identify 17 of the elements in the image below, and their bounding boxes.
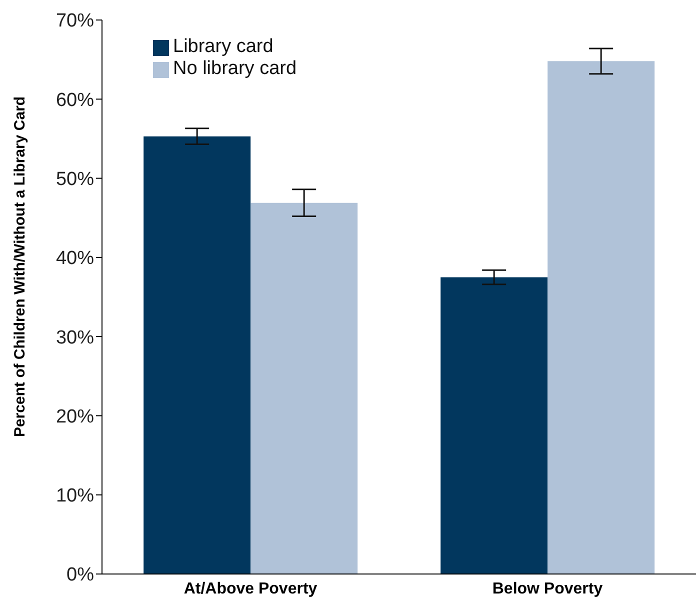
bar <box>440 277 548 574</box>
x-tick-label: Below Poverty <box>492 580 603 598</box>
bar <box>548 61 655 574</box>
y-tick-label: 60% <box>56 90 94 111</box>
bar <box>144 136 251 574</box>
x-tick-label: At/Above Poverty <box>184 580 318 598</box>
y-tick-label: 70% <box>56 10 94 32</box>
y-axis-title: Percent of Children With/Without a Library Card <box>11 96 28 437</box>
bar <box>250 202 358 574</box>
y-tick-label: 50% <box>56 169 94 190</box>
y-tick-label: 30% <box>56 327 94 348</box>
y-tick-label: 10% <box>56 486 94 507</box>
y-tick-label: 0% <box>66 564 94 586</box>
y-tick-label: 20% <box>56 406 94 428</box>
legend-label: Library card <box>173 36 274 57</box>
y-tick-label: 40% <box>56 248 94 270</box>
legend-label: No library card <box>173 58 297 79</box>
